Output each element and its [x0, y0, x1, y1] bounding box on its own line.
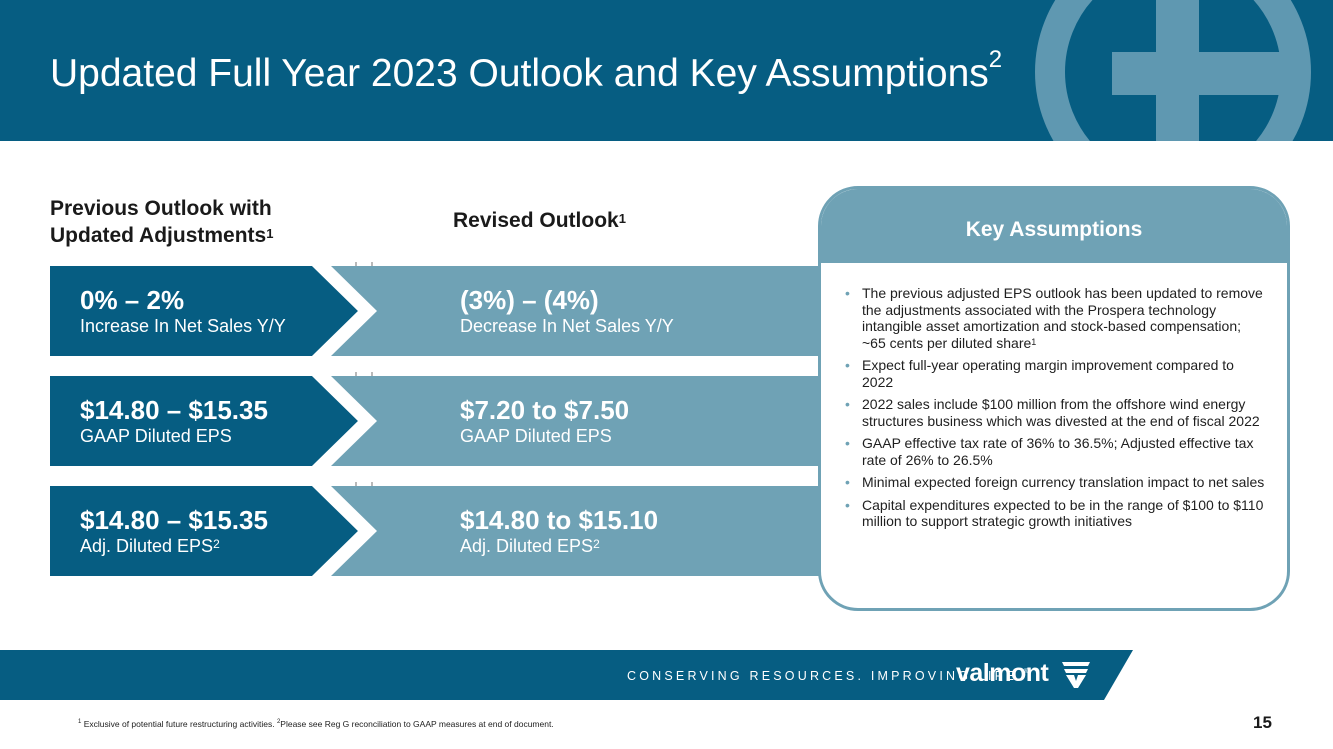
- page-title: Updated Full Year 2023 Outlook and Key A…: [50, 46, 1003, 95]
- valmont-logo-icon: [1062, 662, 1090, 688]
- outlook-row-gaap-eps: $14.80 – $15.35 GAAP Diluted EPS $7.20 t…: [50, 376, 840, 466]
- revised-net-sales: (3%) – (4%) Decrease In Net Sales Y/Y: [460, 285, 674, 336]
- separator-mark: [371, 262, 373, 267]
- key-assumptions-panel: Key Assumptions The previous adjusted EP…: [818, 186, 1290, 611]
- revised-adj-eps: $14.80 to $15.10 Adj. Diluted EPS2: [460, 505, 659, 556]
- list-item: Expect full-year operating margin improv…: [845, 357, 1267, 390]
- list-item: The previous adjusted EPS outlook has be…: [845, 285, 1267, 351]
- brand-name: valmont: [956, 659, 1049, 687]
- revised-outlook-heading: Revised Outlook1: [453, 209, 626, 232]
- previous-outlook-heading: Previous Outlook with Updated Adjustment…: [50, 197, 274, 247]
- previous-net-sales: 0% – 2% Increase In Net Sales Y/Y: [80, 285, 286, 336]
- previous-gaap-eps: $14.80 – $15.35 GAAP Diluted EPS: [80, 395, 268, 446]
- footnote: 1 Exclusive of potential future restruct…: [78, 719, 554, 729]
- outlook-row-net-sales: 0% – 2% Increase In Net Sales Y/Y (3%) –…: [50, 266, 840, 356]
- separator-mark: [371, 372, 373, 377]
- chevron-shape: [50, 486, 840, 576]
- separator-mark: [371, 482, 373, 487]
- footer-shape: [0, 650, 1133, 700]
- header-banner: Updated Full Year 2023 Outlook and Key A…: [0, 0, 1333, 141]
- outlook-row-adj-eps: $14.80 – $15.35 Adj. Diluted EPS2 $14.80…: [50, 486, 840, 576]
- tagline: CONSERVING RESOURCES. IMPROVING LIFE.®: [627, 669, 1029, 683]
- list-item: Capital expenditures expected to be in t…: [845, 497, 1267, 530]
- list-item: GAAP effective tax rate of 36% to 36.5%;…: [845, 435, 1267, 468]
- key-assumptions-list: The previous adjusted EPS outlook has be…: [821, 263, 1287, 530]
- separator-mark: [355, 262, 357, 267]
- separator-mark: [355, 482, 357, 487]
- chevron-shape: [50, 266, 840, 356]
- footer-banner: [0, 650, 1333, 700]
- page-number: 15: [1253, 713, 1272, 732]
- key-assumptions-title: Key Assumptions: [821, 189, 1287, 263]
- revised-gaap-eps: $7.20 to $7.50 GAAP Diluted EPS: [460, 395, 630, 446]
- chevron-shape: [50, 376, 840, 466]
- brand-decoration: [1035, 0, 1311, 141]
- list-item: 2022 sales include $100 million from the…: [845, 396, 1267, 429]
- previous-adj-eps: $14.80 – $15.35 Adj. Diluted EPS2: [80, 505, 268, 556]
- list-item: Minimal expected foreign currency transl…: [845, 474, 1267, 491]
- separator-mark: [355, 372, 357, 377]
